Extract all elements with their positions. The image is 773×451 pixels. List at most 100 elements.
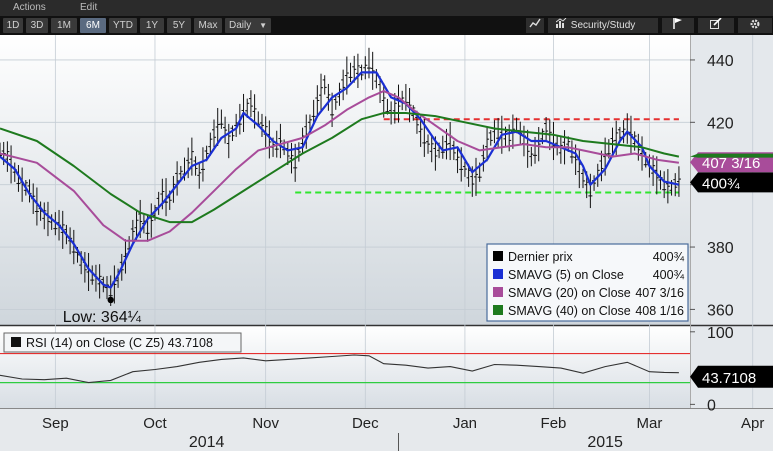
price-bar-166 — [610, 127, 615, 155]
range-ytd-button[interactable]: YTD — [109, 18, 137, 33]
price-bar-76 — [278, 123, 283, 159]
price-bar-93 — [341, 69, 346, 101]
badge-smavg40 — [690, 153, 773, 158]
month-label-6: Mar — [636, 415, 662, 432]
price-bar-68 — [248, 90, 253, 118]
edit-menu[interactable]: Edit — [80, 2, 98, 13]
price-bar-158 — [580, 168, 585, 189]
month-label-2: Nov — [252, 415, 279, 432]
legend-label-2: SMAVG (20) on Close — [508, 286, 631, 300]
legend-label-3: SMAVG (40) on Close — [508, 304, 631, 318]
price-bar-99 — [363, 56, 368, 80]
chart-toolbar: 1D 3D 1M 6M YTD 1Y 5Y Max Daily ▼ Securi… — [0, 16, 773, 35]
price-bar-132 — [485, 126, 490, 162]
price-bar-117 — [429, 135, 434, 163]
range-max-button[interactable]: Max — [194, 18, 222, 33]
range-1d-button[interactable]: 1D — [3, 18, 23, 33]
price-bar-184 — [676, 166, 681, 197]
price-bar-53 — [193, 156, 198, 176]
series-line-smavg-5-on-close — [0, 71, 680, 289]
price-bar-95 — [348, 62, 353, 83]
badge-last-price: 400¾ — [690, 172, 773, 193]
price-bar-60 — [219, 109, 224, 129]
price-bar-15 — [53, 212, 58, 236]
legend-label-1: SMAVG (5) on Close — [508, 268, 624, 282]
price-bar-181 — [665, 169, 670, 204]
price-bar-101 — [370, 51, 375, 90]
gear-icon[interactable] — [738, 18, 772, 33]
badge-last-price-text: 400¾ — [702, 175, 740, 192]
legend-value-2: 407 3/16 — [635, 286, 684, 300]
month-label-1: Oct — [143, 415, 167, 432]
legend-item-1: SMAVG (5) on Close 400¾ — [493, 268, 685, 282]
range-3d-button[interactable]: 3D — [26, 18, 48, 33]
price-tick-label-0: 360 — [707, 302, 734, 319]
rsi-title-box: RSI (14) on Close (C Z5) 43.7108 — [3, 332, 242, 353]
price-bar-10 — [34, 187, 39, 226]
period-select-value: Daily — [229, 20, 252, 31]
year-label-0: 2014 — [189, 434, 225, 451]
security-study-icon — [555, 17, 568, 33]
price-bar-20 — [71, 229, 76, 265]
price-bar-87 — [319, 73, 324, 112]
legend-item-3: SMAVG (40) on Close 408 1/16 — [493, 304, 684, 318]
price-bar-129 — [473, 157, 478, 196]
range-5y-button[interactable]: 5Y — [167, 18, 191, 33]
legend-value-3: 408 1/16 — [635, 304, 684, 318]
price-bar-97 — [355, 53, 360, 89]
legend-swatch-3 — [493, 305, 503, 315]
edit-pencil-icon[interactable] — [698, 17, 734, 33]
month-label-0: Sep — [42, 415, 69, 432]
menu-bar: Actions Edit — [0, 0, 773, 16]
legend-value-1: 400¾ — [653, 268, 685, 282]
price-bar-169 — [621, 120, 626, 144]
price-bar-36 — [130, 219, 135, 243]
legend-swatch-1 — [493, 269, 503, 279]
time-axis-bg — [0, 408, 773, 451]
price-bar-37 — [134, 209, 139, 241]
price-bar-120 — [440, 135, 445, 159]
price-bar-114 — [418, 116, 423, 147]
price-bar-2 — [5, 141, 10, 172]
badge-rsi: 43.7108 — [690, 365, 773, 388]
price-bar-123 — [451, 140, 456, 161]
price-bar-133 — [488, 130, 493, 146]
period-select[interactable]: Daily ▼ — [225, 18, 271, 33]
price-tick-label-4: 440 — [707, 53, 734, 70]
month-label-4: Jan — [453, 415, 477, 432]
flag-icon[interactable] — [662, 18, 694, 33]
rsi-title: RSI (14) on Close (C Z5) 43.7108 — [26, 336, 213, 350]
price-bar-92 — [337, 82, 342, 106]
security-study-button[interactable]: Security/Study — [548, 17, 658, 33]
price-bar-85 — [311, 99, 316, 123]
price-bar-62 — [226, 123, 231, 159]
price-bar-96 — [352, 55, 357, 83]
security-study-label: Security/Study — [570, 20, 636, 31]
actions-menu[interactable]: Actions — [13, 2, 46, 13]
price-bar-105 — [385, 98, 390, 115]
year-label-1: 2015 — [587, 434, 623, 451]
chart-line-icon[interactable] — [526, 18, 544, 33]
range-1m-button[interactable]: 1M — [51, 18, 77, 33]
price-bar-63 — [230, 125, 235, 142]
price-tick-label-1: 380 — [707, 240, 734, 257]
price-bar-59 — [215, 107, 220, 147]
range-6m-button[interactable]: 6M — [80, 18, 106, 33]
price-bar-5 — [16, 165, 21, 192]
price-bar-25 — [90, 265, 95, 285]
month-label-5: Feb — [541, 415, 567, 432]
price-bar-104 — [381, 83, 386, 118]
price-bar-89 — [326, 83, 331, 111]
price-bar-71 — [259, 113, 264, 137]
month-label-3: Dec — [352, 415, 379, 432]
price-bar-57 — [208, 132, 213, 156]
chevron-down-icon: ▼ — [259, 21, 267, 30]
price-bar-163 — [599, 150, 604, 182]
price-bar-80 — [293, 143, 298, 182]
price-bar-148 — [544, 117, 549, 141]
range-1y-button[interactable]: 1Y — [140, 18, 164, 33]
legend-item-0: Dernier prix 400¾ — [493, 250, 685, 264]
price-bar-12 — [42, 202, 47, 230]
